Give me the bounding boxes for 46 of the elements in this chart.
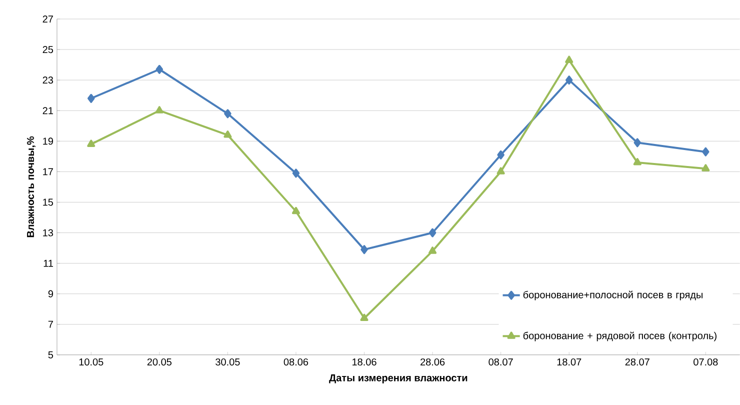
x-tick-label: 18.06 xyxy=(352,358,376,366)
x-tick-label: 08.07 xyxy=(488,358,513,366)
y-tick-label: 27 xyxy=(42,16,53,23)
y-tick-label: 15 xyxy=(43,198,54,206)
legend-label: боронование+полосной посев в гряды xyxy=(523,290,702,300)
y-tick-label: 11 xyxy=(44,260,53,267)
x-tick-label: 18.07 xyxy=(557,358,582,366)
point xyxy=(702,164,710,172)
point xyxy=(428,246,437,254)
x-tick-label: 30.05 xyxy=(216,358,240,366)
x-tick-label: 20.05 xyxy=(147,358,172,366)
y-tick-label: 25 xyxy=(42,46,54,54)
y-tick-label: 5 xyxy=(48,351,54,358)
point xyxy=(292,168,300,178)
point xyxy=(156,64,164,74)
point xyxy=(496,167,505,174)
point xyxy=(360,314,368,322)
point xyxy=(634,138,642,148)
point xyxy=(633,158,642,166)
y-tick-label: 19 xyxy=(43,138,53,145)
x-tick-label: 28.07 xyxy=(625,358,650,366)
x-tick-label: 08.06 xyxy=(284,358,308,366)
y-axis-title: Влажность почвы,% xyxy=(26,136,36,238)
point xyxy=(360,245,368,254)
y-tick-label: 9 xyxy=(48,290,53,298)
point xyxy=(88,94,95,103)
point xyxy=(224,130,232,138)
point xyxy=(428,228,436,238)
point xyxy=(565,76,573,85)
point xyxy=(224,109,232,118)
point xyxy=(497,150,504,160)
legend-label: боронование + рядовой посев (контроль) xyxy=(523,332,716,342)
x-axis-title: Даты измерения влажности xyxy=(329,374,468,384)
point xyxy=(292,206,300,214)
y-tick-label: 13 xyxy=(43,229,54,236)
point xyxy=(87,140,96,147)
y-tick-label: 21 xyxy=(42,107,53,114)
point xyxy=(565,56,574,64)
point xyxy=(702,147,710,156)
point xyxy=(155,106,164,114)
x-tick-label: 28.06 xyxy=(420,358,445,366)
y-tick-label: 7 xyxy=(48,320,53,328)
x-tick-label: 10.05 xyxy=(79,358,104,366)
y-tick-label: 17 xyxy=(43,168,53,176)
x-tick-label: 07.08 xyxy=(694,358,718,366)
y-tick-label: 23 xyxy=(42,76,54,84)
